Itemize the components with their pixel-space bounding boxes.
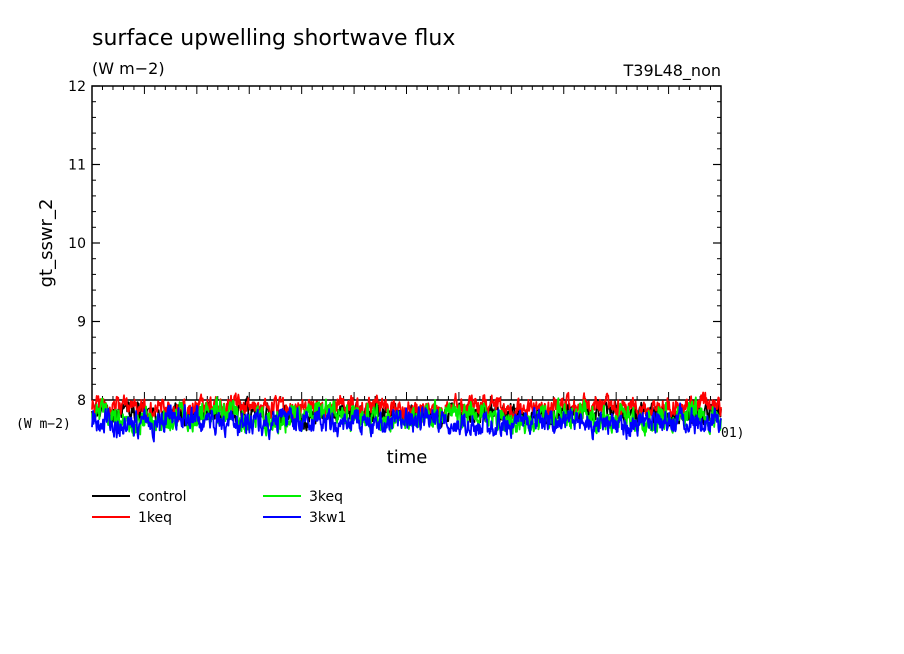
y-tick-label: 11	[68, 158, 86, 174]
y-tick-label: 12	[68, 79, 86, 95]
y-tick-label: 9	[77, 315, 86, 331]
legend: control 1keq 3keq 3kw1	[92, 489, 346, 526]
y-tick-label: 8	[77, 393, 86, 409]
series-line-3kw1	[91, 402, 722, 443]
legend-label-3keq: 3keq	[309, 489, 343, 505]
x-axis-label: time	[387, 447, 428, 468]
chart-title: surface upwelling shortwave flux	[92, 26, 455, 51]
y-axis-label: gt_sswr_2	[36, 199, 57, 288]
y-tick-label: 10	[68, 236, 86, 252]
plot-frame	[91, 85, 722, 401]
y-axis-unit-left: (W m−2)	[16, 417, 71, 432]
legend-label-3kw1: 3kw1	[309, 510, 346, 526]
series-layer	[91, 391, 722, 443]
legend-label-control: control	[138, 489, 187, 505]
y-ticks: 8 9 10 11 12	[68, 79, 721, 409]
run-label: T39L48_non	[623, 61, 721, 81]
chart-units: (W m−2)	[92, 59, 165, 78]
legend-label-1keq: 1keq	[138, 510, 172, 526]
minor-ticks	[91, 85, 722, 401]
x-axis-right-fragment: 01)	[721, 426, 744, 441]
